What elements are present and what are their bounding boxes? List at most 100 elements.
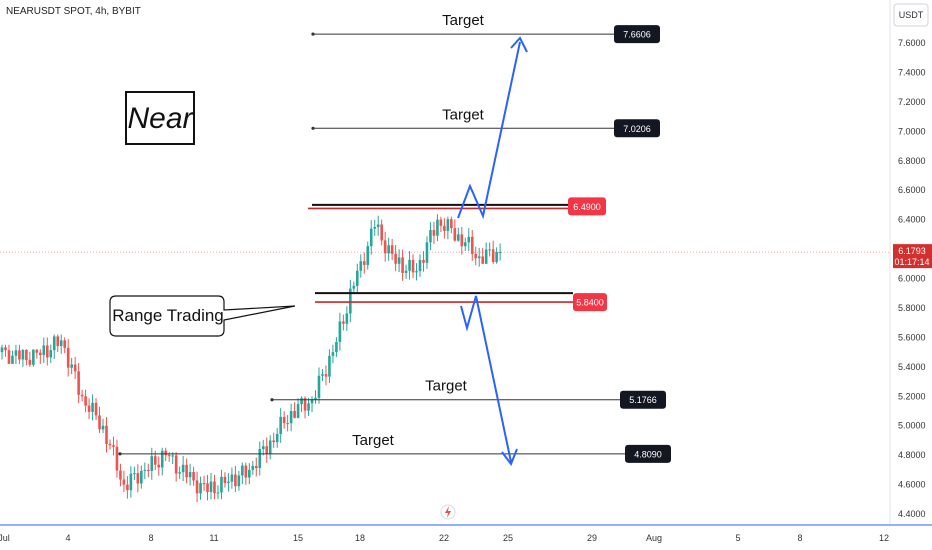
candle bbox=[227, 473, 230, 492]
candle bbox=[408, 251, 411, 280]
candle bbox=[310, 396, 314, 413]
symbol-legend[interactable]: NEARUSDT SPOT, 4h, BYBIT bbox=[6, 6, 141, 17]
time-tick-label: 25 bbox=[503, 533, 513, 543]
candle bbox=[94, 398, 98, 421]
candle bbox=[429, 222, 432, 251]
price-tick-label: 5.4000 bbox=[898, 362, 926, 372]
candle bbox=[56, 334, 60, 353]
candle bbox=[195, 471, 199, 503]
time-tick-label: 22 bbox=[439, 533, 449, 543]
candle bbox=[185, 458, 188, 484]
candle bbox=[425, 236, 429, 269]
candle bbox=[80, 389, 84, 402]
candle bbox=[0, 344, 4, 360]
time-tick-label: 29 bbox=[587, 533, 597, 543]
candle bbox=[18, 344, 21, 364]
current-price-label: 6.1793 01:17:14 bbox=[893, 244, 932, 269]
candle bbox=[491, 240, 495, 264]
candle bbox=[91, 394, 94, 421]
candle bbox=[164, 447, 168, 462]
time-tick-label: 5 bbox=[735, 533, 740, 543]
candle bbox=[268, 435, 272, 460]
candle bbox=[324, 365, 328, 386]
candles bbox=[0, 214, 502, 503]
currency-unit-box[interactable] bbox=[893, 3, 929, 27]
price-axis-panel[interactable] bbox=[890, 0, 932, 550]
candle bbox=[432, 221, 436, 244]
candle bbox=[4, 344, 7, 357]
candle bbox=[394, 245, 397, 272]
candle bbox=[380, 219, 383, 246]
resistance-price-label: 6.4900 bbox=[573, 202, 601, 212]
candle bbox=[143, 462, 147, 480]
candle bbox=[484, 242, 488, 264]
candle bbox=[84, 389, 87, 413]
candle bbox=[418, 254, 422, 277]
target-label: Target bbox=[425, 378, 468, 395]
candle bbox=[28, 351, 32, 367]
candle bbox=[443, 218, 446, 239]
candle bbox=[397, 249, 401, 273]
candle bbox=[349, 280, 352, 323]
price-tick-label: 7.0000 bbox=[898, 126, 926, 136]
candle bbox=[174, 452, 178, 482]
level-lines: Target7.6606Target7.0206Target5.1766Targ… bbox=[118, 12, 671, 463]
lightning-icon[interactable] bbox=[440, 504, 456, 520]
candle bbox=[296, 398, 300, 419]
candle bbox=[477, 247, 481, 267]
candle bbox=[359, 254, 363, 278]
target-level: Target 5.1766 bbox=[270, 378, 666, 409]
candle bbox=[457, 227, 460, 242]
candle bbox=[272, 432, 275, 448]
candle bbox=[286, 415, 289, 432]
candle bbox=[25, 349, 28, 366]
candle bbox=[279, 408, 282, 443]
candle bbox=[73, 356, 77, 379]
price-tick-labels: 7.6000 7.4000 7.2000 7.0000 6.8000 6.6000 6.40… bbox=[898, 38, 926, 519]
target-label: Target bbox=[442, 12, 485, 29]
candle bbox=[237, 470, 241, 491]
candle bbox=[49, 344, 53, 364]
candle bbox=[463, 237, 467, 251]
candle bbox=[157, 456, 161, 476]
target-label: Target bbox=[442, 106, 485, 123]
candle bbox=[251, 461, 255, 475]
candle bbox=[112, 436, 115, 456]
candle bbox=[265, 437, 269, 463]
range-trading-callout: Range Trading bbox=[109, 295, 296, 337]
candle bbox=[498, 243, 502, 261]
candle bbox=[275, 427, 279, 448]
near-title: Near bbox=[127, 102, 193, 135]
candle bbox=[126, 476, 129, 499]
candle bbox=[98, 406, 101, 434]
candle bbox=[338, 312, 342, 351]
price-tick-label: 7.4000 bbox=[898, 67, 926, 77]
time-tick-label: 11 bbox=[209, 533, 218, 543]
price-tick-label: 5.8000 bbox=[898, 303, 926, 313]
support-level: 5.8400 bbox=[315, 292, 607, 312]
candle bbox=[63, 337, 66, 354]
target-label: Target bbox=[352, 432, 395, 449]
countdown-value: 01:17:14 bbox=[894, 257, 929, 267]
price-tick-label: 5.6000 bbox=[898, 332, 926, 342]
time-tick-label: Jul bbox=[0, 533, 10, 543]
current-price-value: 6.1793 bbox=[898, 246, 926, 256]
candle bbox=[366, 241, 370, 270]
candle bbox=[199, 476, 202, 500]
candle bbox=[241, 462, 244, 484]
resistance-level: 6.4900 bbox=[308, 197, 606, 216]
candle bbox=[188, 463, 192, 486]
candle bbox=[35, 349, 39, 359]
candle bbox=[345, 306, 349, 331]
candle bbox=[39, 349, 42, 364]
price-tick-label: 6.0000 bbox=[898, 274, 926, 284]
time-tick-label: 15 bbox=[293, 533, 303, 543]
candle bbox=[119, 463, 122, 487]
candle bbox=[474, 246, 478, 266]
target-price-label: 5.1766 bbox=[629, 395, 657, 405]
candle bbox=[216, 485, 220, 500]
candle bbox=[11, 350, 14, 364]
candle bbox=[495, 247, 498, 264]
